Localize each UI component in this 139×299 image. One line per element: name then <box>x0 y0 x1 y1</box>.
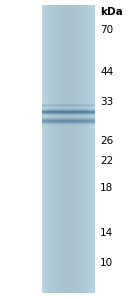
Text: 70: 70 <box>100 25 113 35</box>
Text: 33: 33 <box>100 97 113 107</box>
Text: 10: 10 <box>100 258 113 268</box>
Text: 22: 22 <box>100 156 113 167</box>
Text: 26: 26 <box>100 135 113 146</box>
Text: 14: 14 <box>100 228 113 238</box>
Text: 18: 18 <box>100 183 113 193</box>
Text: 44: 44 <box>100 67 113 77</box>
Text: kDa: kDa <box>100 7 123 17</box>
